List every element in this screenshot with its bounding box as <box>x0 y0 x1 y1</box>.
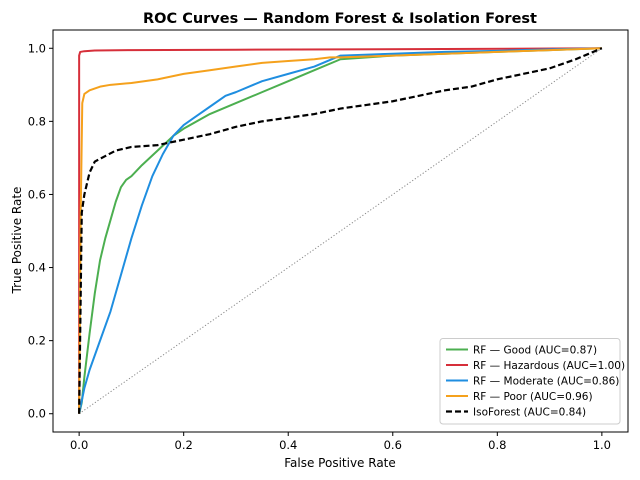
y-tick-label: 0.4 <box>28 261 46 275</box>
legend-box <box>439 338 621 425</box>
series-layer <box>78 47 603 415</box>
plot-frame <box>52 29 629 433</box>
series-line-4 <box>78 47 603 414</box>
legend: RF — Good (AUC=0.87) RF — Hazardous (AUC=… <box>439 338 625 425</box>
y-axis-label: True Positive Rate <box>10 187 24 295</box>
diagonal-reference-line <box>78 47 603 415</box>
series-line-1 <box>78 47 602 414</box>
legend-entry-4: IsoForest (AUC=0.84) <box>473 406 586 418</box>
y-tick-label: 1.0 <box>28 41 46 55</box>
series-line-2 <box>78 47 602 414</box>
x-tick-label: 0.4 <box>279 438 297 452</box>
x-tick-label: 0.6 <box>384 438 402 452</box>
y-tick-label: 0.8 <box>28 114 46 128</box>
y-tick-label: 0.0 <box>28 407 46 421</box>
x-tick-label: 0.2 <box>175 438 193 452</box>
legend-entry-0: RF — Good (AUC=0.87) <box>473 344 597 356</box>
chart-title: ROC Curves — Random Forest & Isolation F… <box>143 11 537 27</box>
x-tick-label: 0.8 <box>488 438 506 452</box>
x-tick-label: 1.0 <box>593 438 611 452</box>
legend-entry-3: RF — Poor (AUC=0.96) <box>473 391 593 403</box>
y-tick-label: 0.6 <box>28 187 46 201</box>
y-tick-label: 0.2 <box>28 334 46 348</box>
x-axis-label: False Positive Rate <box>284 456 396 470</box>
x-tick-label: 0.0 <box>70 438 88 452</box>
series-line-3 <box>78 47 602 414</box>
legend-entry-2: RF — Moderate (AUC=0.86) <box>473 375 619 387</box>
legend-entry-1: RF — Hazardous (AUC=1.00) <box>473 360 625 372</box>
ticks-layer: 0.0 0.2 0.4 0.6 0.8 1.0 0.0 0.2 0.4 0.6 0.8 1.0 <box>28 41 611 452</box>
